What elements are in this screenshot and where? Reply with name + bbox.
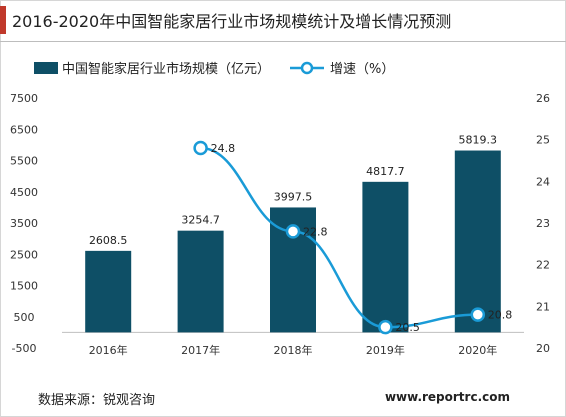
y-left-tick-label: 1500 [10,280,38,293]
y-left-tick-label: 3500 [10,217,38,230]
growth-point [470,307,486,322]
bar [85,250,132,333]
bar [454,150,501,333]
y-left-tick-label: 7500 [10,92,38,105]
bar-value-label: 3254.7 [181,214,220,227]
growth-value-label: 20.8 [488,309,513,322]
y-right-tick-label: 26 [536,92,550,105]
y-left-tick-label: 6500 [10,123,38,136]
y-left-tick-label: 2500 [10,248,38,261]
y-left-tick-label: 5500 [10,155,38,168]
y-left-tick-label: -500 [12,342,37,355]
title-divider [0,41,566,42]
y-right-tick-label: 24 [536,175,550,188]
y-left-tick-label: 500 [14,311,35,324]
growth-value-label: 20.5 [395,321,420,334]
bar [177,230,224,333]
bar-value-label: 4817.7 [366,165,405,178]
x-tick-label: 2018年 [274,343,313,357]
chart-title: 2016-2020年中国智能家居行业市场规模统计及增长情况预测 [12,12,452,31]
website-watermark: www.reportrc.com [384,390,510,404]
legend-swatch-bar [34,62,58,74]
legend-marker-line [300,61,314,75]
growth-point [285,224,301,239]
x-tick-label: 2017年 [181,343,220,357]
bar-value-label: 2608.5 [89,234,128,247]
y-right-tick-label: 23 [536,217,550,230]
legend-label-line: 增速（%） [330,62,394,77]
y-right-tick-label: 22 [536,259,550,272]
bar-value-label: 5819.3 [459,134,498,147]
legend-label-bar: 中国智能家居行业市场规模（亿元） [62,61,270,77]
growth-value-label: 22.8 [303,225,328,238]
x-tick-label: 2019年 [366,343,405,357]
y-right-tick-label: 25 [536,134,550,147]
x-tick-label: 2016年 [89,343,128,357]
bar-value-label: 3997.5 [274,190,313,203]
y-right-tick-label: 21 [536,300,550,313]
growth-point [378,319,393,335]
growth-line [200,146,478,329]
bar [362,181,409,333]
y-right-tick-label: 20 [536,342,550,355]
title-accent-bar [0,6,6,34]
x-tick-label: 2020年 [458,343,497,357]
data-source: 数据来源：锐观咨询 [38,393,156,408]
growth-value-label: 24.8 [211,142,236,155]
growth-point [193,140,208,156]
y-left-tick-label: 4500 [10,186,38,199]
